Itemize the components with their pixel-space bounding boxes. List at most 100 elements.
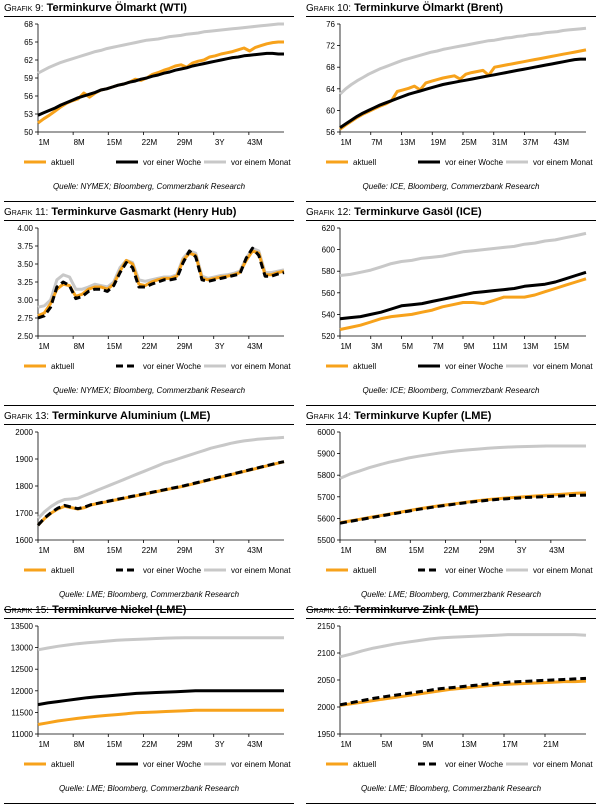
y-tick-label: 3.00 <box>17 296 33 305</box>
legend-label: vor einer Woche <box>445 760 504 769</box>
y-tick-label: 1600 <box>15 536 33 545</box>
x-tick-label: 1M <box>340 342 351 351</box>
x-tick-label: 1M <box>340 138 351 147</box>
title-rule <box>306 424 596 425</box>
series-line-vorWoche <box>37 246 285 320</box>
y-tick-label: 2100 <box>317 649 335 658</box>
panel-number: Grafik 10: <box>306 3 352 14</box>
chart: 2.50 2.75 3.00 3.25 3.50 3.75 4.00 1M 8M 15M 22M 29… <box>17 224 291 371</box>
series-line-vorWoche <box>37 51 284 117</box>
panel-title: Grafik 9: Terminkurve Ölmarkt (WTI) <box>4 2 187 14</box>
series-line-vorWoche <box>339 270 587 321</box>
y-tick-label: 11000 <box>11 730 33 739</box>
series-line-vorMonat <box>37 636 284 652</box>
x-tick-label: 5M <box>381 740 392 749</box>
series-line-aktuell <box>37 708 284 726</box>
x-tick-label: 3Y <box>215 342 225 351</box>
x-tick-label: 8M <box>376 546 387 555</box>
y-tick-label: 72 <box>326 42 335 51</box>
panel-brent: Grafik 10: Terminkurve Ölmarkt (Brent) 56… <box>306 2 596 202</box>
y-tick-label: 62 <box>24 56 33 65</box>
x-tick-label: 31M <box>492 138 508 147</box>
legend-label: aktuell <box>353 158 376 167</box>
y-tick-label: 2050 <box>317 676 335 685</box>
x-tick-label: 9M <box>463 342 474 351</box>
y-tick-label: 13000 <box>11 644 34 653</box>
y-tick-label: 68 <box>24 20 33 29</box>
bottom-rule <box>306 201 596 202</box>
title-rule <box>4 618 294 619</box>
legend-label: vor einem Monat <box>231 760 291 769</box>
legend-label: vor einem Monat <box>533 362 593 371</box>
legend-label: vor einer Woche <box>143 760 202 769</box>
series-line-vorMonat <box>338 26 587 96</box>
y-tick-label: 3.25 <box>17 278 33 287</box>
chart: 11000 11500 12000 12500 13000 13500 1M 8M 15M 22M… <box>11 622 292 769</box>
title-rule <box>4 424 294 425</box>
x-tick-label: 29M <box>177 138 193 147</box>
legend-label: aktuell <box>51 760 74 769</box>
legend-label: aktuell <box>51 566 74 575</box>
y-tick-label: 5500 <box>317 536 335 545</box>
panel-title-text: Terminkurve Nickel (LME) <box>52 604 187 616</box>
panel-number: Grafik 13: <box>4 411 50 422</box>
y-tick-label: 1900 <box>15 455 33 464</box>
panel-title-text: Terminkurve Gasöl (ICE) <box>354 206 482 218</box>
x-tick-label: 3Y <box>215 740 225 749</box>
x-tick-label: 22M <box>142 546 158 555</box>
chart: 1600 1700 1800 1900 2000 1M 8M 15M 22M 29M 3Y 43M ak… <box>15 428 291 575</box>
x-tick-label: 15M <box>107 546 123 555</box>
bottom-rule <box>4 803 294 804</box>
x-tick-label: 29M <box>177 546 193 555</box>
y-tick-label: 4.00 <box>17 224 33 233</box>
panel-henry-hub: Grafik 11: Terminkurve Gasmarkt (Henry H… <box>4 206 294 406</box>
y-tick-label: 3.50 <box>17 260 33 269</box>
y-tick-label: 56 <box>24 92 33 101</box>
panel-title: Grafik 14: Terminkurve Kupfer (LME) <box>306 410 491 422</box>
source-note: Quelle: LME; Bloomberg, Commerzbank Rese… <box>58 784 240 793</box>
y-tick-label: 5800 <box>317 471 335 480</box>
legend-label: vor einem Monat <box>231 566 291 575</box>
chart: 5500 5600 5700 5800 5900 6000 1M 8M 15M 22M 29M 3Y 4… <box>317 428 593 575</box>
x-tick-label: 29M <box>177 342 193 351</box>
legend-label: vor einem Monat <box>231 362 291 371</box>
x-tick-label: 21M <box>543 740 559 749</box>
title-rule <box>306 618 596 619</box>
panel-title: Grafik 13: Terminkurve Aluminium (LME) <box>4 410 210 422</box>
x-tick-label: 1M <box>38 546 49 555</box>
source-note: Quelle: ICE, Bloomberg, Commerzbank Rese… <box>362 182 540 191</box>
x-tick-label: 15M <box>107 138 123 147</box>
x-tick-label: 22M <box>444 546 460 555</box>
x-tick-label: 37M <box>523 138 539 147</box>
x-tick-label: 43M <box>247 740 263 749</box>
panel-title-text: Terminkurve Kupfer (LME) <box>354 410 492 422</box>
x-tick-label: 15M <box>107 740 123 749</box>
panel-title-text: Terminkurve Ölmarkt (Brent) <box>354 2 504 14</box>
panel-title: Grafik 10: Terminkurve Ölmarkt (Brent) <box>306 2 503 14</box>
y-tick-label: 60 <box>326 106 335 115</box>
legend-label: vor einem Monat <box>533 760 593 769</box>
legend-label: vor einer Woche <box>445 362 504 371</box>
panel-nickel: Grafik 15: Terminkurve Nickel (LME) 11000… <box>4 604 294 804</box>
y-tick-label: 1700 <box>15 509 33 518</box>
panel-title: Grafik 15: Terminkurve Nickel (LME) <box>4 604 186 616</box>
chart: 50 53 56 59 62 65 68 1M 8M 15M 22M 29M 3Y 43M aktuell v… <box>24 20 291 167</box>
legend-label: vor einer Woche <box>143 158 202 167</box>
x-tick-label: 13M <box>461 740 477 749</box>
y-tick-label: 56 <box>326 128 335 137</box>
y-tick-label: 5600 <box>317 514 335 523</box>
legend-label: vor einem Monat <box>533 566 593 575</box>
legend-label: vor einer Woche <box>445 566 504 575</box>
y-tick-label: 59 <box>24 74 33 83</box>
x-tick-label: 17M <box>502 740 518 749</box>
x-tick-label: 15M <box>107 342 123 351</box>
panel-wti: Grafik 9: Terminkurve Ölmarkt (WTI) 50 53 5… <box>4 2 294 202</box>
series-line-vorMonat <box>339 231 587 277</box>
legend-label: aktuell <box>353 566 376 575</box>
x-tick-label: 15M <box>553 342 569 351</box>
x-tick-label: 3Y <box>215 546 225 555</box>
source-note: Quelle: LME; Bloomberg, Commerzbank Rese… <box>360 784 542 793</box>
series-line-vorWoche <box>339 57 586 129</box>
x-tick-label: 15M <box>409 546 425 555</box>
series-line-aktuell <box>339 679 587 707</box>
